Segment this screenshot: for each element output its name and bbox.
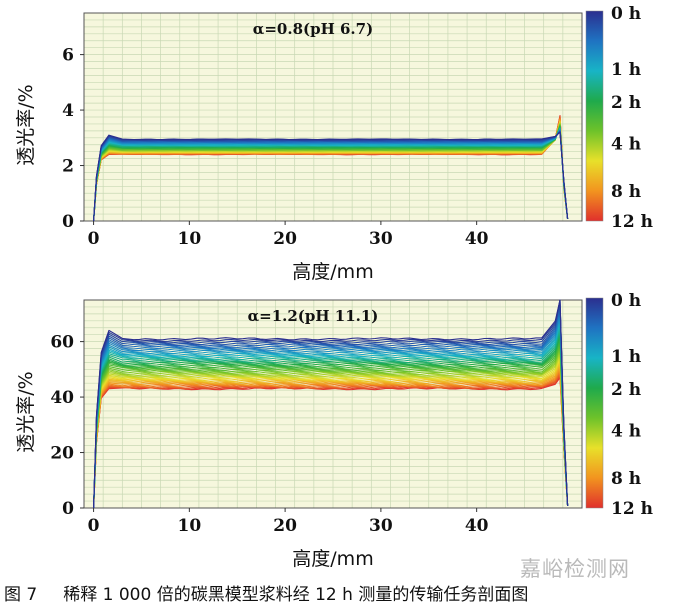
chart-annotation: α=1.2(pH 11.1) — [248, 307, 379, 325]
series-line — [93, 347, 569, 509]
x-tick-label: 20 — [273, 516, 297, 536]
colorbar-label: 0 h — [611, 291, 641, 311]
y-axis-label: 透光率/% — [15, 371, 37, 452]
colorbar-bar — [585, 10, 604, 222]
series-line — [93, 324, 569, 509]
series-line — [93, 313, 569, 509]
series-line — [93, 301, 569, 509]
y-tick-label: 6 — [62, 46, 74, 66]
watermark: 嘉峪检测网 — [520, 557, 630, 581]
x-tick-label: 10 — [178, 516, 202, 536]
series-line — [93, 355, 569, 509]
x-tick-label: 0 — [88, 516, 100, 536]
series-line — [93, 308, 569, 509]
y-tick-label: 40 — [50, 388, 74, 408]
x-tick-label: 20 — [273, 229, 297, 249]
series-line — [93, 367, 569, 509]
y-tick-label: 0 — [62, 499, 74, 519]
series-line — [93, 327, 569, 509]
series-line — [93, 333, 569, 509]
series-line — [93, 372, 569, 509]
series-line — [93, 349, 569, 509]
series-line — [93, 336, 569, 509]
series-line — [93, 131, 569, 222]
colorbar: 0 h 1 h 2 h 4 h 8 h 12 h — [585, 291, 653, 519]
y-axis-label: 透光率/% — [15, 84, 37, 165]
series-line — [93, 370, 569, 509]
colorbar-label: 12 h — [611, 499, 653, 519]
x-axis-label: 高度/mm — [292, 261, 373, 283]
series-line — [93, 344, 569, 509]
plot-frame — [83, 299, 583, 509]
x-tick-label: 40 — [465, 516, 489, 536]
y-tick-label: 20 — [50, 444, 74, 464]
x-tick-label: 40 — [465, 229, 489, 249]
series-line — [93, 320, 569, 509]
y-tick-label: 4 — [62, 101, 74, 121]
figure-caption: 图 7 稀释 1 000 倍的碳黑模型浆料经 12 h 测量的传输任务剖面图 — [4, 580, 674, 606]
series-line — [93, 353, 569, 509]
series-line — [93, 369, 569, 509]
colorbar-bar — [585, 297, 604, 509]
colorbar-label: 0 h — [611, 4, 641, 24]
colorbar-label: 12 h — [611, 212, 653, 232]
series-line — [93, 359, 569, 509]
colorbar-label: 2 h — [611, 93, 641, 113]
y-tick-label: 0 — [62, 212, 74, 232]
series-line — [93, 357, 569, 509]
colorbar-label: 4 h — [611, 135, 641, 155]
caption-number: 图 7 — [4, 585, 38, 605]
series-line — [93, 361, 569, 509]
series-line — [93, 351, 569, 509]
series-line — [93, 340, 569, 509]
colorbar-label: 8 h — [611, 469, 641, 489]
series-line — [93, 129, 569, 222]
series-line — [93, 331, 569, 509]
x-tick-label: 0 — [88, 229, 100, 249]
colorbar-label: 8 h — [611, 182, 641, 202]
series-lines — [93, 115, 569, 222]
x-tick-label: 10 — [178, 229, 202, 249]
caption-text: 稀释 1 000 倍的碳黑模型浆料经 12 h 测量的传输任务剖面图 — [63, 585, 529, 605]
plot-frame — [83, 12, 583, 222]
series-line — [93, 338, 569, 509]
series-lines — [93, 299, 569, 509]
series-line — [93, 342, 569, 509]
series-line — [93, 303, 569, 509]
chart-panel-1: 0 10 20 30 40 0 2 4 6 高度/mm 透光率/% α=0.8(pH 6.7) 0 h 1… — [15, 4, 653, 283]
x-tick-label: 30 — [369, 516, 393, 536]
series-line — [93, 299, 569, 509]
series-line — [93, 317, 569, 509]
series-line — [93, 299, 569, 509]
colorbar-label: 4 h — [611, 422, 641, 442]
series-line — [93, 299, 569, 509]
series-line — [93, 322, 569, 509]
series-line — [93, 129, 569, 222]
series-line — [93, 306, 569, 509]
x-axis-label: 高度/mm — [292, 548, 373, 570]
series-line — [93, 315, 569, 509]
colorbar-label: 2 h — [611, 380, 641, 400]
colorbar-label: 1 h — [611, 347, 641, 367]
chart-panel-2: 0 10 20 30 40 0 20 40 60 高度/mm 透光率/% α=1.2(pH 11.1)… — [15, 291, 653, 570]
series-line — [93, 310, 569, 509]
x-tick-label: 30 — [369, 229, 393, 249]
y-tick-label: 60 — [50, 333, 74, 353]
colorbar-label: 1 h — [611, 60, 641, 80]
chart-annotation: α=0.8(pH 6.7) — [253, 20, 373, 38]
series-line — [93, 128, 569, 222]
series-line — [93, 329, 569, 509]
colorbar: 0 h 1 h 2 h 4 h 8 h 12 h — [585, 4, 653, 232]
y-tick-label: 2 — [62, 157, 74, 177]
